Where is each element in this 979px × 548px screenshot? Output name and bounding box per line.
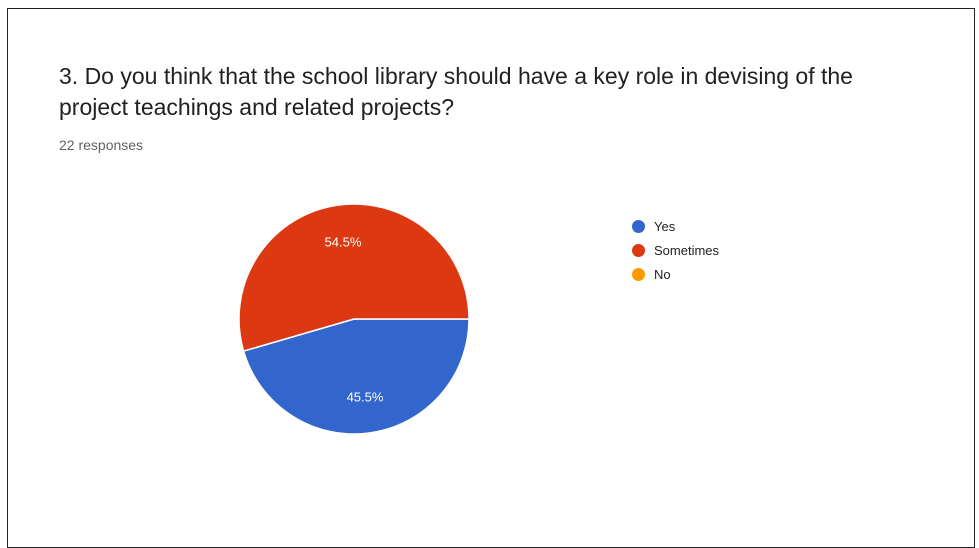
legend-swatch-yes — [632, 219, 645, 233]
legend-label-sometimes: Sometimes — [654, 242, 720, 258]
legend-swatch-sometimes — [632, 243, 645, 257]
pie-slice-sometimes[interactable] — [238, 203, 470, 353]
legend: Yes Sometimes No — [632, 214, 719, 286]
legend-item-no[interactable]: No — [632, 262, 719, 286]
legend-label-no: No — [654, 266, 671, 282]
pie-chart: 45.5% 54.5% — [238, 203, 470, 435]
legend-swatch-no — [632, 267, 645, 281]
slice-label-yes: 45.5% — [347, 389, 384, 404]
legend-item-sometimes[interactable]: Sometimes — [632, 238, 719, 262]
question-title: 3. Do you think that the school library … — [59, 63, 853, 120]
legend-label-yes: Yes — [654, 218, 676, 234]
response-count: 22 responses — [59, 137, 144, 153]
legend-item-yes[interactable]: Yes — [632, 214, 719, 238]
slice-label-sometimes: 54.5% — [325, 235, 362, 250]
pie-slice-yes[interactable] — [242, 318, 470, 435]
chart-card: 3. Do you think that the school library … — [7, 8, 975, 548]
